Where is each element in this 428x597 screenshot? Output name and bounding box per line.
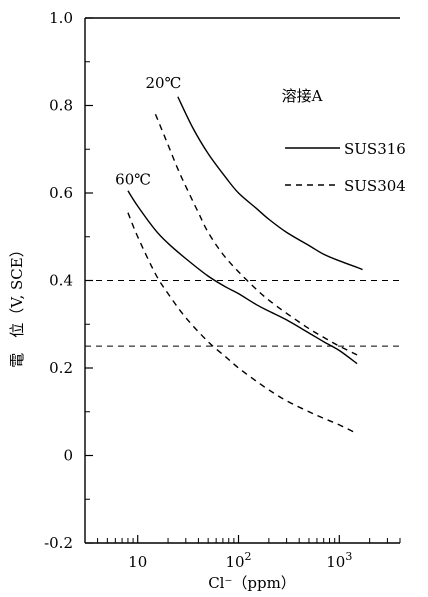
curve-labels: 20℃ 60℃ (115, 74, 181, 188)
series-line-solid-60c (127, 190, 358, 365)
series-layer (127, 96, 363, 435)
y-tick-label: 0 (63, 447, 73, 465)
legend-label-sus316: SUS316 (344, 140, 406, 158)
y-tick-label: 0.4 (49, 272, 73, 290)
annotation-label: 溶接A (282, 87, 323, 105)
series-line-solid-20c (177, 96, 363, 271)
y-tick-label: 0.2 (49, 359, 73, 377)
legend: SUS316 SUS304 (285, 140, 406, 195)
y-tick-label: -0.2 (44, 534, 73, 552)
x-tick-label: 103 (326, 550, 352, 571)
y-tick-label: 0.6 (49, 184, 73, 202)
legend-label-sus304: SUS304 (344, 177, 406, 195)
series-line-dashed-60c (127, 212, 358, 435)
curve-label: 20℃ (146, 74, 182, 92)
y-tick-label: 0.8 (49, 97, 73, 115)
x-ticks: 10 102 103 (84, 535, 401, 571)
y-tick-label: 1.0 (49, 9, 73, 27)
y-axis-title: 電 位（V, SCE） (8, 242, 26, 367)
y-ticks: -0.2 0 0.2 0.4 0.6 0.8 1.0 (44, 9, 93, 552)
x-tick-label: 10 (128, 553, 147, 571)
x-tick-label: 102 (225, 550, 251, 571)
x-axis-title: Cl⁻（ppm） (208, 574, 296, 592)
curve-label: 60℃ (115, 170, 151, 188)
reference-lines (85, 279, 400, 347)
series-line-dashed-20c (154, 113, 358, 356)
